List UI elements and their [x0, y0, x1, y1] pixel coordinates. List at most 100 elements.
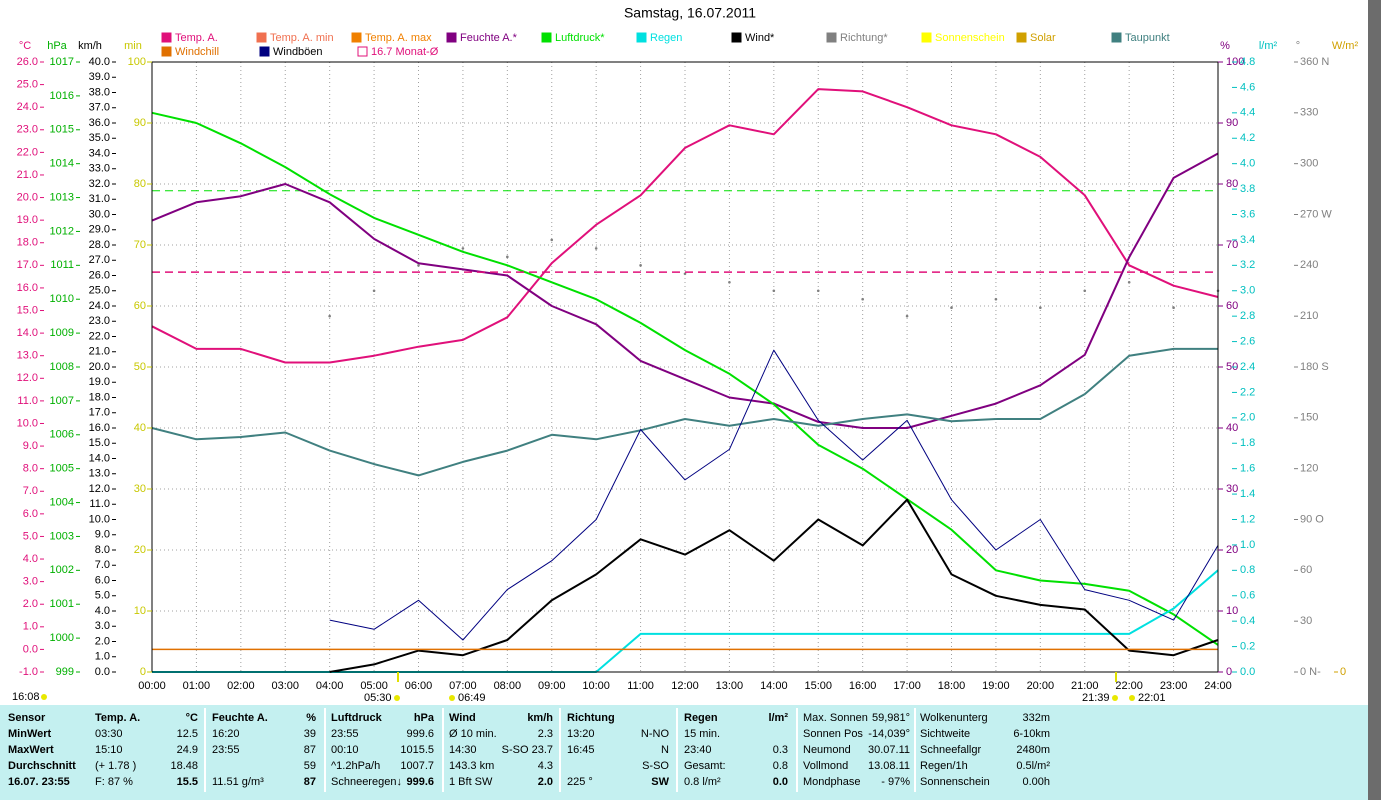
y-tick-label: 0 [140, 666, 146, 678]
legend-label: Temp. A. max [365, 32, 432, 44]
y-tick-label: 60 [1226, 300, 1238, 312]
grid [151, 61, 1219, 673]
y-tick-label: 4.0 [23, 553, 38, 565]
y-tick-label: 1007 [50, 395, 74, 407]
y-tick-label: 3.8 [1240, 183, 1255, 195]
x-tick-label: 08:00 [494, 680, 522, 692]
legend-label: Temp. A. [175, 32, 218, 44]
y-tick-label: 35.0 [89, 132, 110, 144]
legend-swatch [446, 32, 457, 43]
table-value: 0.00h [1022, 776, 1050, 788]
y-tick-label: 12.0 [17, 372, 38, 384]
legend-swatch [161, 32, 172, 43]
x-tick-label: 14:00 [760, 680, 788, 692]
x-tick-label: 17:00 [893, 680, 921, 692]
table-cell: Gesamt: [684, 760, 726, 772]
legend-label: Solar [1030, 32, 1056, 44]
x-tick-label: 00:00 [138, 680, 166, 692]
direction-dot [683, 272, 687, 276]
y-tick-label: 1002 [50, 564, 74, 576]
y-tick-label: 5.0 [95, 590, 110, 602]
table-header: Regen [684, 712, 718, 724]
legend-swatch [256, 32, 267, 43]
annotation: 22:01 [1138, 692, 1166, 704]
y-tick-label: 37.0 [89, 102, 110, 114]
y-tick-label: 1010 [50, 293, 74, 305]
y-tick-label: 3.0 [23, 576, 38, 588]
table-value: 87 [304, 776, 316, 788]
table-cell: 16.07. 23:55 [8, 776, 70, 788]
direction-dot [328, 314, 331, 318]
y-tick-label: 39.0 [89, 71, 110, 83]
legend-label: Richtung* [840, 32, 888, 44]
x-tick-label: 07:00 [449, 680, 477, 692]
y-tick-label: 31.0 [89, 193, 110, 205]
y-tick-label: 14.0 [17, 327, 38, 339]
y-tick-label: 210 [1300, 310, 1318, 322]
y-tick-label: -1.0 [19, 666, 38, 678]
series-line [151, 111, 1219, 646]
y-tick-label: 2.4 [1240, 361, 1255, 373]
x-tick-label: 01:00 [183, 680, 211, 692]
axis-title: W/m² [1332, 40, 1359, 52]
y-tick-label: 0.6 [1240, 590, 1255, 602]
table-cell: Mondphase [803, 776, 861, 788]
y-tick-label: 90 [1226, 117, 1238, 129]
y-tick-label: 40 [134, 422, 146, 434]
y-tick-label: 1012 [50, 225, 74, 237]
y-tick-label: 1015 [50, 124, 74, 136]
table-value: N-NO [641, 728, 670, 740]
legend-label: 16.7 Monat-Ø [371, 46, 439, 58]
y-tick-label: 15.0 [17, 304, 38, 316]
table-value: 2.0 [538, 776, 553, 788]
table-value: 13.08.11 [868, 760, 910, 772]
direction-dot [1127, 280, 1131, 284]
y-tick-label: 150 [1300, 412, 1318, 424]
y-tick-label: 1.4 [1240, 488, 1255, 500]
direction-dot [905, 314, 909, 318]
y-tick-label: 17.0 [89, 407, 110, 419]
y-tick-label: 1017 [50, 56, 74, 68]
y-tick-label: 0.8 [1240, 564, 1255, 576]
x-tick-label: 20:00 [1027, 680, 1055, 692]
y-tick-label: 27.0 [89, 254, 110, 266]
y-tick-label: 33.0 [89, 163, 110, 175]
table-value: 1007.7 [400, 760, 434, 772]
legend-swatch [541, 32, 552, 43]
legend-swatch [1016, 32, 1027, 43]
table-cell: MinWert [8, 728, 52, 740]
legend-label: Taupunkt [1125, 32, 1170, 44]
table-value: 87 [304, 744, 316, 756]
x-tick-label: 11:00 [627, 680, 654, 692]
legend-label: Windböen [273, 46, 323, 58]
legend-label: Temp. A. min [270, 32, 334, 44]
y-tick-label: 2.0 [95, 635, 110, 647]
y-tick-label: 24.0 [17, 101, 38, 113]
y-tick-label: 2.8 [1240, 310, 1255, 322]
y-tick-label: 0 [1226, 666, 1232, 678]
y-tick-label: 80 [1226, 178, 1238, 190]
table-cell: Regen/1h [920, 760, 968, 772]
x-tick-label: 03:00 [271, 680, 299, 692]
y-tick-label: 26.0 [89, 269, 110, 281]
table-cell: 0.8 l/m² [684, 776, 721, 788]
table-cell: Max. Sonnen [803, 712, 868, 724]
table-value: S-SO 23.7 [502, 744, 553, 756]
table-cell: ^1.2hPa/h [331, 760, 380, 772]
y-tick-label: 22.0 [89, 330, 110, 342]
y-tick-label: 100 [128, 56, 146, 68]
axis-title: ° [1296, 40, 1300, 52]
table-header: Wind [449, 712, 476, 724]
table-value: 12.5 [177, 728, 198, 740]
direction-dot [639, 264, 642, 267]
y-tick-label: 300 [1300, 158, 1318, 170]
table-cell: 03:30 [95, 728, 123, 740]
y-tick-label: 20.0 [17, 191, 38, 203]
y-tick-label: 3.4 [1240, 234, 1255, 246]
y-tick-label: 10.0 [17, 417, 38, 429]
table-value: -14,039° [868, 728, 910, 740]
y-tick-label: 4.8 [1240, 56, 1255, 68]
y-tick-label: 34.0 [89, 147, 110, 159]
plot [151, 88, 1220, 673]
